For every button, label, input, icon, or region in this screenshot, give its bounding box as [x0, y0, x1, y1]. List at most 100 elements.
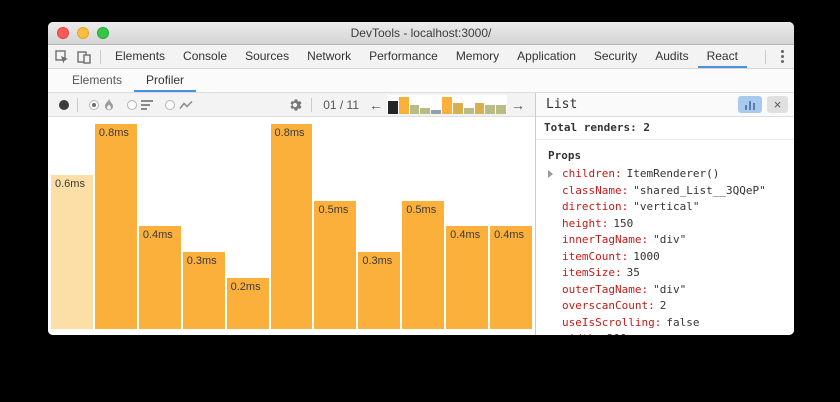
commit-selector-bar-10[interactable]	[485, 105, 496, 114]
tab-performance[interactable]: Performance	[369, 48, 438, 63]
commit-bar-4[interactable]: 0.3ms	[182, 252, 225, 329]
more-options-icon[interactable]	[771, 45, 794, 68]
interactions-view-toggle[interactable]	[165, 99, 193, 111]
flamegraph-view-toggle[interactable]	[89, 98, 115, 111]
commit-selector-bar-11[interactable]	[496, 105, 506, 114]
triangle-expander-icon	[548, 170, 553, 179]
prop-row-className: className: "shared_List__3QQeP"	[548, 183, 794, 200]
close-window-button[interactable]	[57, 27, 69, 39]
commit-selector-bar-4[interactable]	[420, 108, 431, 114]
prop-value: ItemRenderer()	[626, 167, 720, 180]
expand-arrow[interactable]	[548, 170, 562, 179]
tab-elements[interactable]: Elements	[115, 48, 166, 63]
title-bar: DevTools - localhost:3000/	[48, 22, 794, 45]
divider	[311, 97, 313, 112]
commit-bar-6[interactable]: 0.8ms	[270, 124, 313, 329]
tab-react[interactable]: React	[697, 45, 747, 68]
bar-duration-label: 0.8ms	[274, 127, 305, 139]
zoom-window-button[interactable]	[97, 27, 109, 39]
prop-name: itemSize:	[562, 266, 622, 279]
react-subtab-bar: Elements Profiler	[48, 69, 794, 93]
tab-security[interactable]: Security	[593, 48, 638, 63]
commit-selector-bar-7[interactable]	[452, 103, 463, 114]
tab-console[interactable]: Console	[183, 48, 228, 63]
prop-row-width: width: 300	[548, 331, 794, 335]
tab-audits[interactable]: Audits	[655, 48, 689, 63]
commit-bar-11[interactable]: 0.4ms	[490, 226, 532, 329]
tab-memory[interactable]: Memory	[455, 48, 500, 63]
commit-selector[interactable]	[387, 95, 507, 114]
tab-application[interactable]: Application	[517, 48, 576, 63]
devtools-tab-bar: Elements Console Sources Network Performance…	[48, 45, 794, 69]
prop-name: className:	[562, 183, 629, 197]
tab-network[interactable]: Network	[307, 48, 352, 63]
component-chart-button[interactable]	[738, 96, 762, 113]
prop-name: outerTagName:	[562, 282, 649, 296]
prop-name: innerTagName:	[562, 233, 649, 246]
commit-selector-bar-8[interactable]	[463, 108, 474, 114]
prop-value: 2	[659, 299, 667, 312]
commit-bar-10[interactable]: 0.4ms	[446, 226, 489, 329]
commit-bar-3[interactable]: 0.4ms	[138, 226, 181, 329]
window-title: DevTools - localhost:3000/	[350, 26, 492, 40]
props-section: Props children: ItemRenderer() className: "…	[536, 140, 794, 335]
props-header: Props	[548, 149, 582, 162]
commit-bar-2[interactable]: 0.8ms	[94, 124, 137, 329]
prop-value: "div"	[653, 282, 687, 296]
commit-bar-5[interactable]: 0.2ms	[226, 278, 269, 329]
bar-duration-label: 0.4ms	[494, 229, 525, 241]
commit-selector-bar-6[interactable]	[442, 97, 452, 114]
prop-value: "div"	[653, 233, 687, 246]
commit-selector-bar-9[interactable]	[474, 103, 485, 114]
prop-value: 35	[626, 266, 640, 279]
tab-sources[interactable]: Sources	[245, 48, 290, 63]
bar-duration-label: 0.5ms	[406, 204, 437, 216]
prop-value: 300	[607, 331, 627, 335]
ranked-chart-icon	[141, 99, 153, 110]
bar-duration-label: 0.5ms	[318, 204, 349, 216]
bar-duration-label: 0.4ms	[142, 229, 173, 241]
prop-name: overscanCount:	[562, 299, 655, 312]
prop-value: false	[666, 315, 700, 329]
ranked-view-toggle[interactable]	[127, 99, 153, 110]
commit-counter: 01 / 11	[323, 97, 359, 112]
minimize-window-button[interactable]	[77, 27, 89, 39]
prop-row-itemCount: itemCount: 1000	[548, 249, 794, 266]
inspect-element-icon[interactable]	[55, 49, 69, 64]
prop-row-children: children: ItemRenderer()	[548, 166, 794, 183]
prop-name: height:	[562, 216, 609, 230]
divider	[765, 49, 766, 64]
ranked-radio[interactable]	[127, 99, 137, 110]
interactions-radio[interactable]	[165, 99, 175, 110]
commit-selector-bar-1[interactable]	[388, 101, 398, 114]
previous-commit-arrow[interactable]: ←	[369, 96, 383, 113]
close-panel-button[interactable]: ×	[767, 96, 788, 113]
commit-selector-bar-5[interactable]	[431, 110, 442, 114]
flamegraph-radio[interactable]	[89, 99, 99, 110]
bar-duration-label: 0.2ms	[230, 281, 261, 293]
device-toolbar-icon[interactable]	[77, 50, 91, 64]
commit-bar-7[interactable]: 0.5ms	[314, 201, 357, 329]
bar-duration-label: 0.8ms	[98, 127, 129, 139]
devtools-tab-list: Elements Console Sources Network Performance…	[106, 45, 747, 68]
details-panel-header: List ×	[536, 93, 794, 117]
next-commit-arrow[interactable]: →	[511, 96, 525, 113]
commit-selector-bar-3[interactable]	[409, 105, 420, 114]
react-subtab-list: Elements Profiler	[60, 69, 197, 92]
prop-name: width:	[562, 331, 602, 335]
selected-component-name: List	[546, 97, 578, 112]
prop-name: itemCount:	[562, 249, 629, 263]
commit-bar-8[interactable]: 0.3ms	[358, 252, 401, 329]
prop-row-direction: direction: "vertical"	[548, 199, 794, 216]
prop-row-height: height: 150	[548, 216, 794, 233]
subtab-profiler[interactable]: Profiler	[134, 69, 197, 92]
prop-name: useIsScrolling:	[562, 315, 662, 329]
commit-selector-bar-2[interactable]	[398, 97, 409, 114]
settings-gear-icon[interactable]	[288, 98, 302, 112]
subtab-elements[interactable]: Elements	[72, 72, 123, 87]
total-renders: Total renders: 2	[536, 117, 794, 140]
props-list: children: ItemRenderer() className: "shared…	[548, 166, 794, 335]
commit-bar-1[interactable]: 0.6ms	[51, 175, 93, 329]
commit-bar-9[interactable]: 0.5ms	[402, 201, 445, 329]
record-button[interactable]	[59, 99, 69, 110]
